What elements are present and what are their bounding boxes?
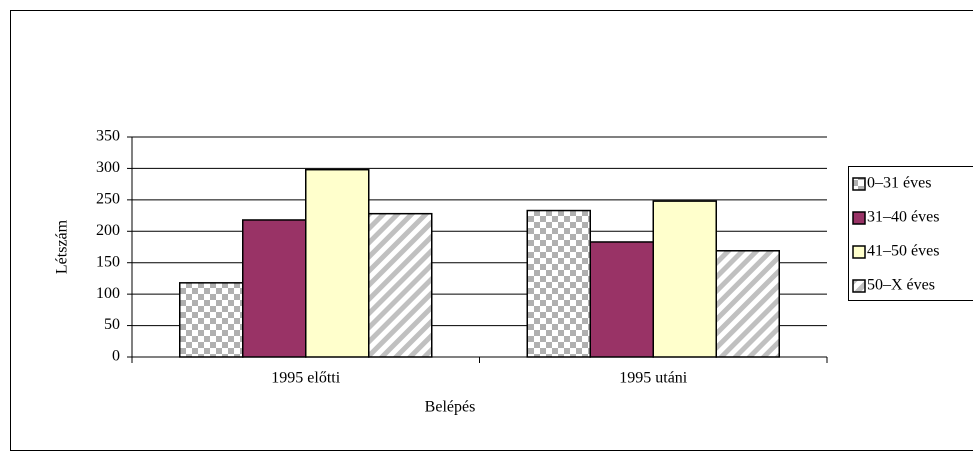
bar xyxy=(305,168,370,358)
legend-swatch xyxy=(852,279,866,293)
y-tick-label: 50 xyxy=(104,316,120,333)
bar xyxy=(368,212,433,358)
bar xyxy=(526,209,591,358)
chart-frame xyxy=(10,10,973,451)
bar xyxy=(652,200,717,358)
x-tick-label: 1995 előtti xyxy=(271,370,340,387)
legend-label: 50–X éves xyxy=(867,277,935,294)
x-tick-label: 1995 utáni xyxy=(619,370,688,387)
y-tick-label: 250 xyxy=(96,191,120,208)
legend-box xyxy=(848,166,973,301)
bar xyxy=(589,241,654,358)
y-tick-label: 300 xyxy=(96,159,120,176)
y-tick-label: 150 xyxy=(96,253,120,270)
y-tick-label: 350 xyxy=(96,128,120,145)
bar xyxy=(242,219,307,358)
y-tick-label: 200 xyxy=(96,222,120,239)
bar xyxy=(179,282,244,358)
legend-label: 41–50 éves xyxy=(867,243,939,260)
legend-swatch xyxy=(852,211,866,225)
legend-label: 31–40 éves xyxy=(867,209,939,226)
legend-swatch xyxy=(852,245,866,259)
x-axis-label: Belépés xyxy=(425,399,476,416)
legend-swatch xyxy=(852,177,866,191)
legend-label: 0–31 éves xyxy=(867,175,931,192)
y-tick-label: 100 xyxy=(96,285,120,302)
bar xyxy=(715,250,780,358)
y-tick-label: 0 xyxy=(112,348,120,365)
y-axis-label: Létszám xyxy=(54,219,71,274)
